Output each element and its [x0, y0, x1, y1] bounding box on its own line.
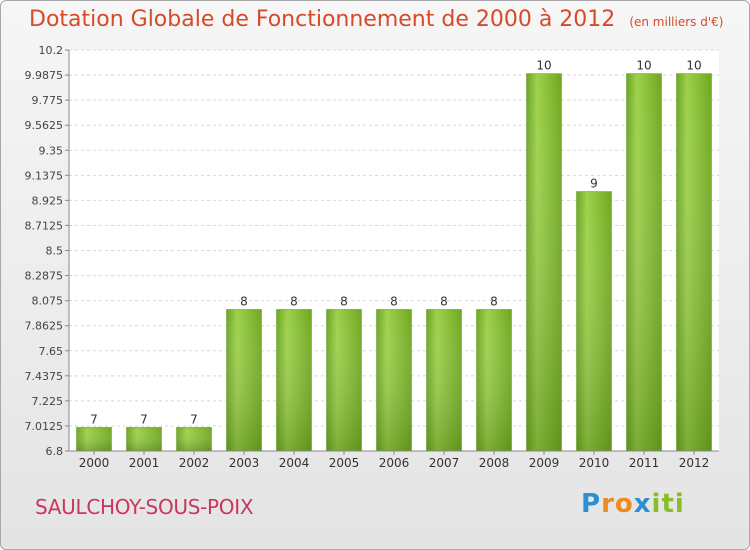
x-tick-label: 2001	[129, 456, 160, 470]
data-label: 8	[240, 294, 248, 308]
x-tick-label: 2003	[229, 456, 260, 470]
y-tick-label: 9.1375	[25, 169, 64, 182]
unit-label: (en milliers d'€)	[629, 15, 724, 29]
y-tick-label: 7.225	[32, 395, 64, 408]
data-label: 9	[590, 177, 598, 191]
bar-shade	[426, 309, 462, 451]
bar-shade	[326, 309, 362, 451]
bar-shade	[76, 427, 112, 451]
x-tick-label: 2012	[679, 456, 710, 470]
y-tick-label: 7.0125	[25, 420, 64, 433]
x-tick-label: 2010	[579, 456, 610, 470]
bar-shade	[676, 73, 712, 452]
data-label: 10	[536, 59, 551, 73]
commune-name: SAULCHOY-SOUS-POIX	[35, 495, 254, 519]
y-tick-label: 9.9875	[25, 69, 64, 82]
logo-letter: i	[651, 489, 662, 519]
title-text: Dotation Globale de Fonctionnement de 20…	[29, 7, 616, 32]
y-tick-label: 8.075	[32, 295, 64, 308]
y-tick-label: 8.925	[32, 194, 64, 207]
chart-title: Dotation Globale de Fonctionnement de 20…	[29, 7, 723, 32]
data-label: 10	[636, 59, 651, 73]
bar-shade	[526, 73, 562, 452]
data-label: 8	[440, 294, 448, 308]
logo-letter: x	[633, 489, 652, 519]
x-tick-label: 2009	[529, 456, 560, 470]
x-tick-label: 2005	[329, 456, 360, 470]
data-label: 8	[340, 294, 348, 308]
x-tick-label: 2004	[279, 456, 310, 470]
data-label: 7	[190, 412, 198, 426]
data-label: 7	[90, 412, 98, 426]
bar-shade	[126, 427, 162, 451]
bar-shade	[576, 191, 612, 451]
data-label: 8	[490, 294, 498, 308]
y-tick-label: 8.5	[46, 245, 64, 258]
y-tick-label: 7.8625	[25, 320, 64, 333]
data-label: 8	[390, 294, 398, 308]
x-tick-label: 2011	[629, 456, 660, 470]
x-tick-label: 2002	[179, 456, 210, 470]
x-tick-label: 2006	[379, 456, 410, 470]
bar-shade	[376, 309, 412, 451]
bar-shade	[476, 309, 512, 451]
x-tick-label: 2000	[79, 456, 110, 470]
logo-letter: o	[614, 489, 634, 519]
y-tick-label: 8.2875	[25, 270, 64, 283]
logo-letter: t	[661, 489, 675, 519]
data-label: 7	[140, 412, 148, 426]
bar-shade	[226, 309, 262, 451]
x-tick-label: 2008	[479, 456, 510, 470]
y-tick-label: 10.2	[39, 44, 64, 57]
bar-shade	[626, 73, 662, 452]
y-tick-label: 7.4375	[25, 370, 64, 383]
y-tick-label: 9.775	[32, 94, 64, 107]
logo-letter: P	[581, 489, 602, 519]
y-tick-label: 6.8	[46, 445, 64, 458]
proxiti-logo: Proxiti	[581, 489, 685, 519]
y-tick-label: 9.35	[39, 144, 64, 157]
data-label: 8	[290, 294, 298, 308]
x-tick-label: 2007	[429, 456, 460, 470]
y-tick-label: 7.65	[39, 345, 64, 358]
y-tick-label: 8.7125	[25, 219, 64, 232]
y-tick-label: 9.5625	[25, 119, 64, 132]
data-label: 10	[686, 59, 701, 73]
bar-shade	[276, 309, 312, 451]
logo-letter: r	[601, 489, 615, 519]
logo-letter: i	[674, 489, 685, 519]
bar-shade	[176, 427, 212, 451]
